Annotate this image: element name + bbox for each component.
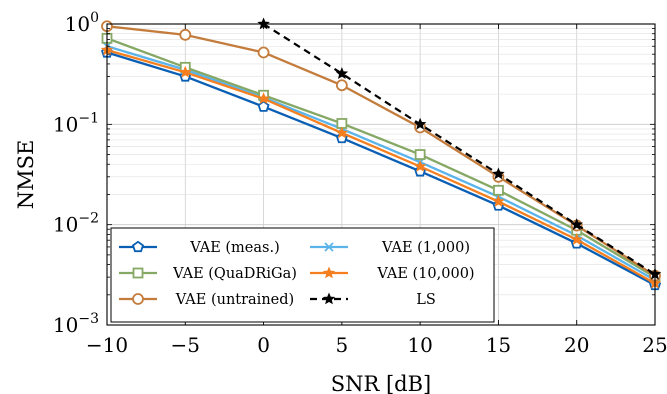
y-tick-exponent: 0 [90,10,99,26]
legend-entry: VAE (QuaDRiGa) [119,266,297,282]
legend-entry: VAE (1,000) [310,240,470,256]
y-tick-label: 10−2 [53,211,99,237]
legend-entry: VAE (10,000) [310,266,475,282]
legend-entry: LS [310,292,436,308]
y-tick-exponent: −1 [78,110,99,126]
x-tick-label: 10 [407,333,432,357]
legend-label: VAE (untrained) [175,292,294,308]
series-line [106,37,656,279]
legend-entry: VAE (meas.) [119,240,280,256]
data-point [335,67,349,79]
series-line [106,45,656,282]
data-point [179,28,192,41]
data-point [413,159,427,172]
legend: VAE (meas.) VAE (1,000) VAE (QuaDRiGa) VAE … [110,227,495,323]
series-3 [100,43,662,289]
data-point [570,233,583,245]
series-layer [100,17,662,291]
series-line [106,51,656,287]
x-tick-label: 15 [486,333,511,357]
x-axis-label: SNR [dB] [331,372,432,394]
legend-marker [132,267,144,279]
data-point [335,79,348,92]
data-point [413,117,427,130]
y-tick-exponent: −3 [78,311,99,327]
legend-label: LS [416,292,436,308]
legend-entry: VAE (untrained) [119,292,294,308]
tick-marks [106,24,656,326]
legend-label: VAE (1,000) [381,240,470,256]
legend-label: VAE (meas.) [189,240,280,256]
x-tick-label: −5 [171,333,200,357]
x-tick-label: 0 [257,333,270,357]
series-line [262,23,656,276]
legend-marker [132,293,144,305]
x-tick-label: 25 [642,333,667,357]
data-point [335,126,349,139]
legend-marker [324,242,334,252]
y-axis-label: NMSE [14,140,38,210]
legend-box [110,227,495,323]
series-5 [257,17,662,280]
data-point [492,194,505,207]
data-point [257,46,270,59]
series-line [106,48,656,285]
legend-marker [322,292,336,305]
y-tick-base: 10 [53,112,78,136]
y-tick-label: 10−3 [53,311,99,337]
data-point [179,65,192,78]
x-tick-labels: −10 −5 0 5 10 15 20 25 [86,333,667,357]
legend-marker [131,240,145,253]
x-tick-label: 5 [335,333,348,357]
series-line [106,25,656,277]
data-point [570,218,583,230]
legend-label: VAE (QuaDRiGa) [172,266,297,282]
plot-frame [106,23,656,326]
y-tick-label: 10−1 [53,110,99,136]
y-tick-base: 10 [65,12,90,36]
legend-label: VAE (10,000) [376,266,474,282]
x-tick-label: −10 [86,333,128,357]
y-tick-exponent: −2 [78,211,99,227]
legend-marker [322,266,336,279]
x-tick-label: 20 [564,333,589,357]
y-tick-base: 10 [53,313,78,337]
data-point [493,184,504,196]
y-tick-base: 10 [53,213,78,237]
data-point [492,167,505,180]
data-point [257,100,270,112]
data-point [414,149,426,160]
y-tick-label: 100 [65,10,99,36]
data-point [257,92,270,105]
